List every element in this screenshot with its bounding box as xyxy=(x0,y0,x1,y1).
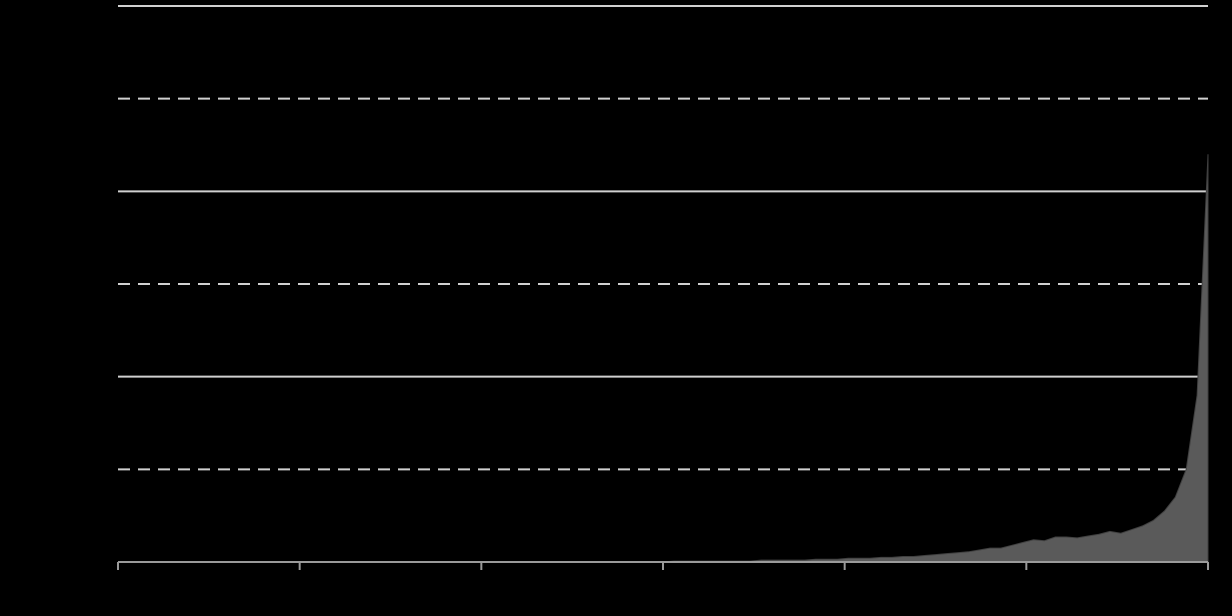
area-chart xyxy=(0,0,1232,616)
chart-background xyxy=(0,0,1232,616)
